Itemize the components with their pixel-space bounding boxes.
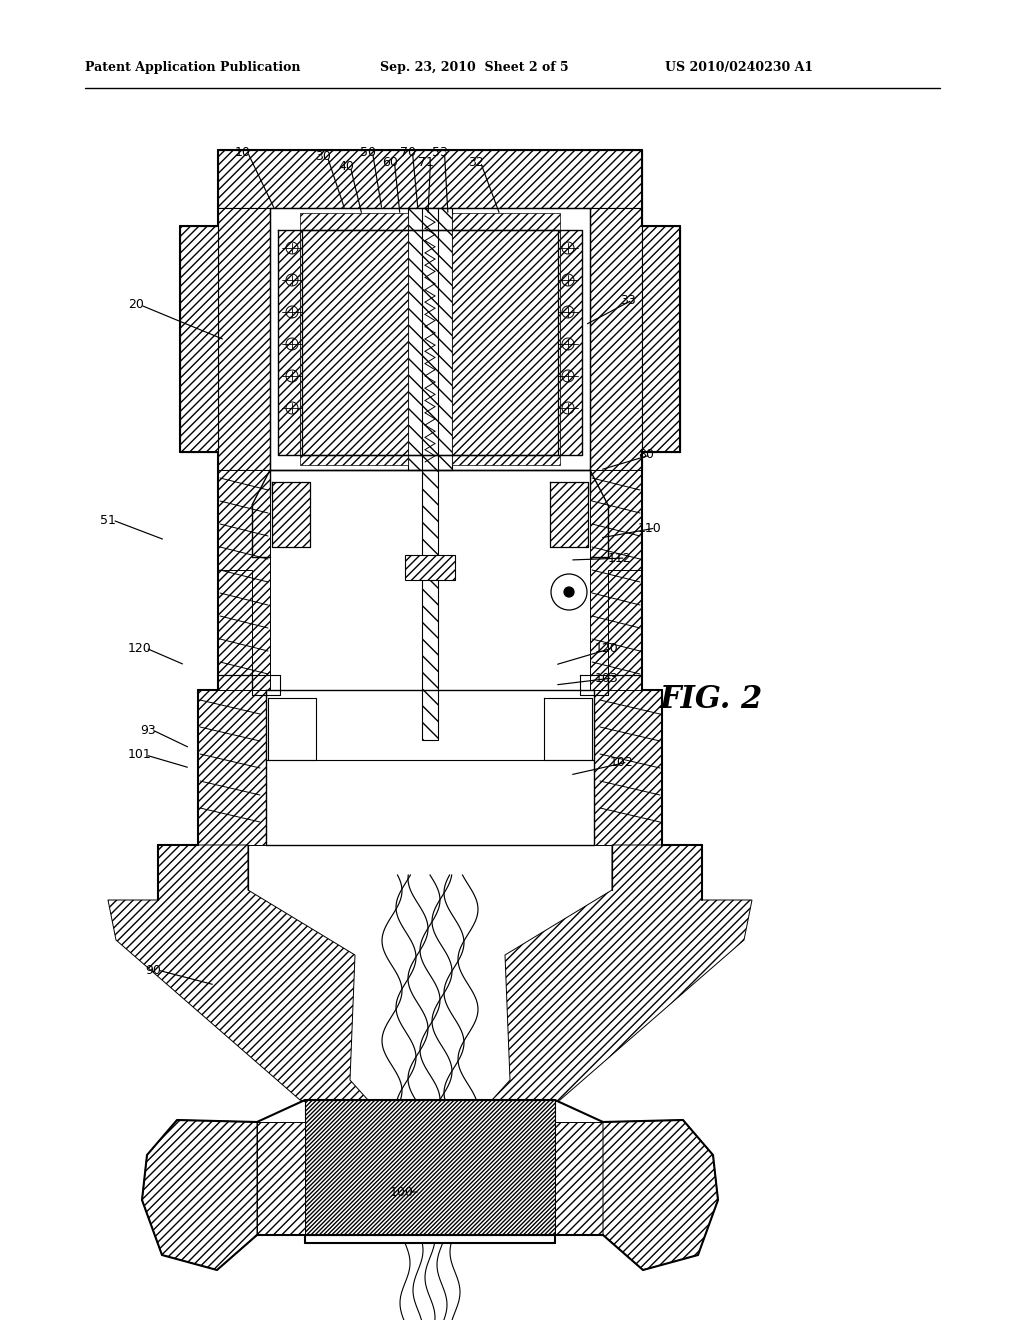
Polygon shape	[257, 1122, 305, 1236]
Bar	[406, 554, 455, 579]
Polygon shape	[142, 1119, 257, 1270]
Text: 80: 80	[638, 449, 654, 462]
Text: 50: 50	[360, 145, 376, 158]
Polygon shape	[555, 1122, 603, 1236]
Polygon shape	[608, 570, 642, 690]
Bar	[590, 470, 642, 690]
Text: 51: 51	[100, 513, 116, 527]
Text: US 2010/0240230 A1: US 2010/0240230 A1	[665, 62, 813, 74]
Text: 30: 30	[315, 150, 331, 164]
Bar	[218, 150, 642, 209]
Polygon shape	[603, 1119, 718, 1270]
Text: 40: 40	[338, 161, 354, 173]
Bar	[594, 690, 662, 845]
Bar	[642, 226, 680, 451]
Text: 110: 110	[638, 521, 662, 535]
Text: 53: 53	[432, 145, 447, 158]
Text: 102: 102	[610, 755, 634, 768]
Text: 120: 120	[128, 642, 152, 655]
Bar	[218, 209, 270, 470]
Text: 10: 10	[234, 145, 251, 158]
Bar	[408, 209, 452, 470]
Text: 60: 60	[382, 156, 398, 169]
Text: 20: 20	[128, 298, 144, 312]
Text: 112: 112	[608, 552, 632, 565]
Polygon shape	[452, 213, 560, 465]
Polygon shape	[108, 845, 368, 1110]
Text: 100: 100	[390, 1185, 414, 1199]
Bar	[198, 690, 266, 845]
Text: FIG. 2: FIG. 2	[660, 685, 763, 715]
Bar	[590, 209, 642, 470]
Circle shape	[564, 587, 574, 597]
Bar	[180, 226, 218, 451]
Text: 70: 70	[400, 145, 416, 158]
Bar	[422, 209, 438, 741]
Bar	[278, 230, 300, 455]
Polygon shape	[300, 213, 408, 465]
Text: 90: 90	[145, 964, 161, 977]
Bar	[272, 482, 310, 546]
Polygon shape	[492, 845, 752, 1110]
Polygon shape	[218, 570, 252, 690]
Text: 33: 33	[620, 293, 636, 306]
Text: 120: 120	[595, 642, 618, 655]
Text: 101: 101	[128, 748, 152, 762]
Bar	[560, 230, 582, 455]
Text: Patent Application Publication: Patent Application Publication	[85, 62, 300, 74]
Text: 71: 71	[418, 156, 434, 169]
Text: 103: 103	[595, 672, 618, 685]
Text: Sep. 23, 2010  Sheet 2 of 5: Sep. 23, 2010 Sheet 2 of 5	[380, 62, 568, 74]
Bar	[550, 482, 588, 546]
Bar	[218, 470, 270, 690]
Bar	[305, 1100, 555, 1236]
Text: 32: 32	[468, 156, 483, 169]
Text: 93: 93	[140, 723, 156, 737]
